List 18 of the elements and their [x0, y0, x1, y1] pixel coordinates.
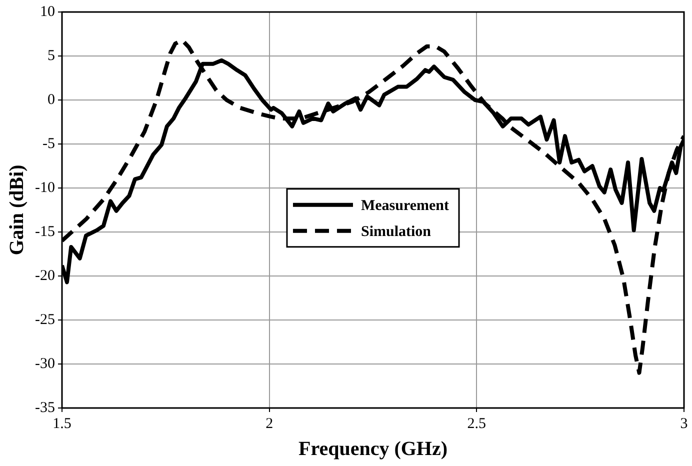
- x-tick-label: 1.5: [52, 416, 72, 432]
- y-tick-label: -5: [42, 136, 55, 152]
- y-tick-label: -25: [34, 312, 55, 328]
- y-tick-label: -10: [34, 180, 55, 196]
- x-tick-label: 3: [680, 416, 688, 432]
- y-tick-label: 0: [47, 92, 55, 108]
- legend-label: Measurement: [360, 198, 450, 214]
- y-tick-label: -20: [34, 268, 55, 284]
- y-axis-title: Gain (dBi): [6, 164, 28, 256]
- y-tick-label: 5: [47, 48, 55, 64]
- legend-label: Simulation: [360, 224, 432, 240]
- y-tick-label: -15: [34, 224, 55, 240]
- x-tick-label: 2: [266, 416, 274, 432]
- x-tick-label: 2.5: [467, 416, 486, 432]
- y-tick-label: -30: [34, 356, 55, 372]
- x-axis-title: Frequency (GHz): [298, 438, 448, 460]
- y-tick-label: 10: [40, 4, 55, 20]
- y-tick-label: -35: [34, 400, 55, 416]
